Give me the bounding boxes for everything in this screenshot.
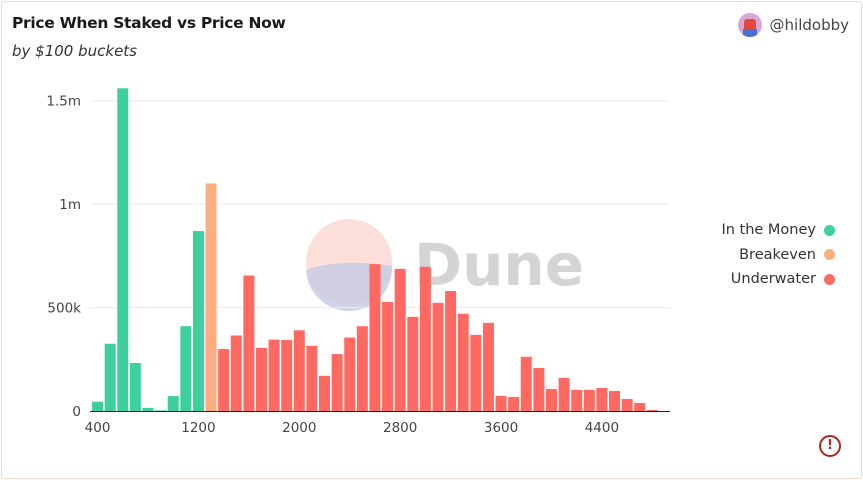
legend-item-underwater[interactable]: Underwater xyxy=(721,267,835,292)
chart-title: Price When Staked vs Price Now xyxy=(12,14,286,32)
y-tick-label: 500k xyxy=(47,301,81,317)
legend-dot-icon xyxy=(824,273,835,285)
bar-in-the-money xyxy=(129,363,141,411)
bar-underwater xyxy=(495,395,507,411)
bar-underwater xyxy=(331,354,343,411)
bar-underwater xyxy=(558,377,570,411)
bar-underwater xyxy=(646,409,658,411)
bar-underwater xyxy=(369,264,381,411)
legend: In the Money Breakeven Underwater xyxy=(721,218,835,292)
y-tick-label: 1.5m xyxy=(46,94,81,110)
bar-breakeven xyxy=(205,183,217,411)
legend-item-in-the-money[interactable]: In the Money xyxy=(721,218,835,243)
bar-in-the-money xyxy=(117,88,129,412)
x-tick-label: 2800 xyxy=(383,420,417,436)
bar-underwater xyxy=(407,316,419,411)
bar-underwater xyxy=(482,322,494,411)
bar-underwater xyxy=(520,356,532,411)
bar-underwater xyxy=(432,302,444,411)
bar-in-the-money xyxy=(92,401,104,411)
bar-underwater xyxy=(344,337,356,411)
bar-underwater xyxy=(293,330,305,411)
x-tick-label: 4400 xyxy=(585,420,619,436)
bar-underwater xyxy=(583,389,595,411)
bar-underwater xyxy=(394,268,406,411)
bar-underwater xyxy=(508,396,520,411)
bar-in-the-money xyxy=(155,410,167,411)
x-tick-label: 400 xyxy=(85,420,111,436)
bar-underwater xyxy=(445,291,457,411)
bar-underwater xyxy=(457,313,469,411)
bar-underwater xyxy=(419,266,431,411)
exclamation-circle-icon[interactable]: ! xyxy=(819,435,841,457)
bar-in-the-money xyxy=(167,396,179,411)
bar-underwater xyxy=(243,275,255,411)
bar-underwater xyxy=(545,389,557,411)
bar-underwater xyxy=(571,389,583,411)
bar-underwater xyxy=(634,402,646,411)
y-tick-label: 0 xyxy=(72,404,81,420)
bar-underwater xyxy=(306,345,318,411)
x-tick-label: 1200 xyxy=(181,420,215,436)
bar-underwater xyxy=(356,326,368,411)
watermark-text: Dune xyxy=(414,231,584,299)
bar-in-the-money xyxy=(104,343,116,411)
bar-underwater xyxy=(382,301,394,411)
bar-underwater xyxy=(609,390,621,411)
x-tick-label: 2000 xyxy=(282,420,316,436)
username: @hildobby xyxy=(769,16,849,34)
x-tick-label: 3600 xyxy=(484,420,518,436)
legend-dot-icon xyxy=(824,224,835,236)
chart-subtitle: by $100 buckets xyxy=(12,42,137,60)
bar-underwater xyxy=(621,399,633,411)
legend-item-breakeven[interactable]: Breakeven xyxy=(721,243,835,268)
bar-underwater xyxy=(533,367,545,411)
legend-dot-icon xyxy=(824,249,835,261)
dune-watermark: Dune xyxy=(306,219,584,312)
bar-underwater xyxy=(596,388,608,411)
bar-underwater xyxy=(319,375,331,411)
bar-underwater xyxy=(218,348,230,411)
avatar xyxy=(737,13,762,37)
bar-underwater xyxy=(255,347,267,411)
bar-in-the-money xyxy=(180,326,192,411)
bar-in-the-money xyxy=(142,407,154,411)
bar-underwater xyxy=(470,334,482,411)
bar-underwater xyxy=(230,335,242,411)
y-tick-label: 1m xyxy=(59,197,81,213)
bar-in-the-money xyxy=(192,231,204,411)
author-link[interactable]: @hildobby xyxy=(737,13,849,37)
bar-underwater xyxy=(268,339,280,411)
bar-underwater xyxy=(281,340,293,411)
